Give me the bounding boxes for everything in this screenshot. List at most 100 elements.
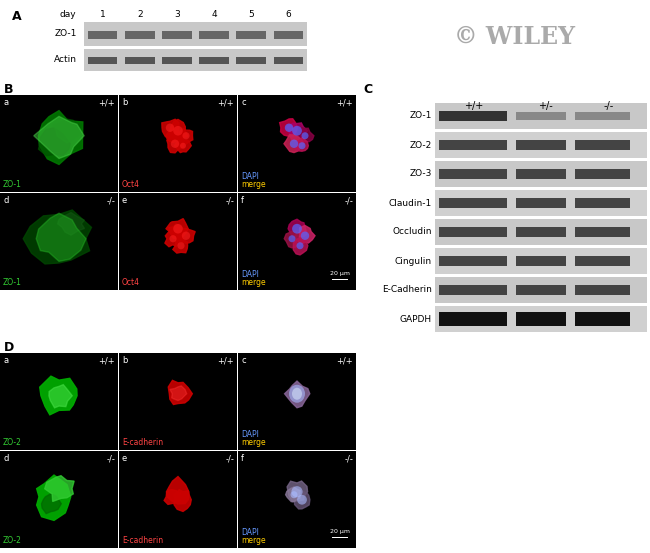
Text: a: a bbox=[3, 356, 8, 365]
Text: f: f bbox=[241, 454, 244, 463]
Ellipse shape bbox=[292, 388, 302, 400]
Text: d: d bbox=[3, 454, 8, 463]
Ellipse shape bbox=[298, 142, 306, 149]
Bar bbox=[84, 49, 307, 71]
Polygon shape bbox=[58, 212, 84, 235]
Bar bbox=[332, 536, 348, 538]
Text: 3: 3 bbox=[174, 10, 180, 19]
Ellipse shape bbox=[285, 123, 293, 132]
Ellipse shape bbox=[296, 242, 304, 249]
Bar bbox=[237, 31, 266, 39]
Bar bbox=[439, 256, 507, 266]
Ellipse shape bbox=[180, 143, 186, 149]
Bar bbox=[439, 285, 507, 295]
Polygon shape bbox=[294, 138, 308, 151]
Bar bbox=[274, 57, 304, 64]
Text: day: day bbox=[60, 10, 77, 19]
Bar bbox=[515, 227, 566, 237]
Bar bbox=[199, 31, 229, 39]
Bar bbox=[575, 112, 630, 119]
Bar bbox=[515, 169, 566, 179]
Polygon shape bbox=[38, 111, 83, 164]
Text: f: f bbox=[241, 196, 244, 205]
Bar bbox=[575, 169, 630, 179]
Bar bbox=[0, 353, 118, 450]
Text: merge: merge bbox=[241, 278, 266, 287]
Text: b: b bbox=[122, 98, 127, 107]
Polygon shape bbox=[166, 129, 181, 143]
Bar bbox=[88, 31, 118, 39]
Ellipse shape bbox=[182, 232, 190, 240]
Bar bbox=[439, 169, 507, 179]
Polygon shape bbox=[284, 231, 298, 248]
Bar bbox=[439, 198, 507, 208]
Bar bbox=[435, 248, 647, 274]
Text: ZO-2: ZO-2 bbox=[3, 536, 22, 545]
Text: c: c bbox=[241, 356, 246, 365]
Text: c: c bbox=[241, 98, 246, 107]
Ellipse shape bbox=[173, 126, 183, 135]
Polygon shape bbox=[166, 477, 189, 504]
Bar bbox=[575, 140, 630, 150]
Bar bbox=[435, 277, 647, 303]
Bar bbox=[439, 312, 507, 326]
Bar bbox=[439, 111, 507, 121]
Bar bbox=[238, 353, 356, 450]
Ellipse shape bbox=[297, 495, 307, 505]
Bar bbox=[575, 198, 630, 208]
Ellipse shape bbox=[289, 385, 305, 403]
Ellipse shape bbox=[183, 132, 190, 139]
Bar bbox=[274, 31, 304, 39]
Bar bbox=[119, 451, 237, 548]
Polygon shape bbox=[38, 128, 70, 156]
Ellipse shape bbox=[170, 235, 177, 242]
Bar bbox=[435, 103, 647, 129]
Polygon shape bbox=[288, 219, 307, 238]
Polygon shape bbox=[294, 226, 315, 244]
Ellipse shape bbox=[292, 224, 302, 233]
Text: DAPI: DAPI bbox=[241, 172, 259, 181]
Polygon shape bbox=[174, 490, 191, 512]
Text: ZO-1: ZO-1 bbox=[3, 278, 22, 287]
Text: ZO-1: ZO-1 bbox=[410, 112, 432, 121]
Polygon shape bbox=[294, 491, 310, 509]
Bar bbox=[199, 57, 229, 64]
Polygon shape bbox=[166, 218, 188, 239]
Bar bbox=[332, 279, 348, 280]
Bar bbox=[84, 22, 307, 46]
Ellipse shape bbox=[171, 139, 179, 148]
Bar bbox=[162, 31, 192, 39]
Bar bbox=[238, 193, 356, 290]
Text: d: d bbox=[3, 196, 8, 205]
Polygon shape bbox=[287, 123, 307, 142]
Text: B: B bbox=[4, 83, 14, 96]
Bar bbox=[575, 312, 630, 326]
Bar bbox=[125, 57, 155, 64]
Polygon shape bbox=[170, 386, 187, 400]
Bar bbox=[515, 256, 566, 266]
Bar bbox=[515, 285, 566, 295]
Text: Cingulin: Cingulin bbox=[395, 257, 432, 265]
Text: 20 μm: 20 μm bbox=[330, 529, 350, 534]
Bar bbox=[0, 451, 118, 548]
Bar bbox=[515, 198, 566, 208]
Text: +/+: +/+ bbox=[217, 356, 234, 365]
Text: -/-: -/- bbox=[225, 196, 234, 205]
Text: +/+: +/+ bbox=[337, 98, 353, 107]
Text: merge: merge bbox=[241, 180, 266, 189]
Polygon shape bbox=[45, 476, 74, 502]
Bar bbox=[435, 306, 647, 332]
Bar bbox=[162, 57, 192, 64]
Bar bbox=[435, 190, 647, 216]
Text: 1: 1 bbox=[99, 10, 105, 19]
Bar bbox=[435, 161, 647, 187]
Text: DAPI: DAPI bbox=[241, 430, 259, 439]
Ellipse shape bbox=[290, 139, 298, 148]
Polygon shape bbox=[287, 481, 307, 502]
Bar bbox=[575, 285, 630, 295]
Text: -/-: -/- bbox=[106, 196, 115, 205]
Bar bbox=[515, 140, 566, 150]
Text: -/-: -/- bbox=[604, 101, 614, 111]
Text: -/-: -/- bbox=[344, 454, 353, 463]
Text: b: b bbox=[122, 356, 127, 365]
